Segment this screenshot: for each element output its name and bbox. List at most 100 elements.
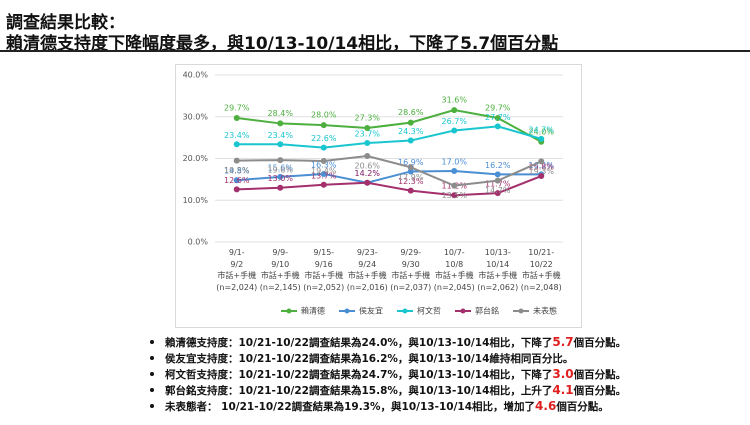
bullet-highlight: 3.0 bbox=[552, 367, 574, 381]
legend-marker bbox=[286, 308, 292, 314]
data-point bbox=[451, 107, 458, 114]
bullet-dot bbox=[150, 340, 154, 344]
data-point bbox=[320, 158, 327, 165]
data-point bbox=[407, 119, 414, 126]
legend-marker bbox=[402, 308, 408, 314]
data-label: 19.5% bbox=[224, 166, 250, 175]
bullet-highlight: 4.6 bbox=[535, 399, 557, 413]
x-tick-label: 9/9- 9/10 市話+手機 (n=2,145) bbox=[259, 248, 301, 292]
data-label: 28.6% bbox=[398, 108, 424, 117]
bullet-tail: 個百分點。 bbox=[556, 401, 609, 413]
y-tick-label: 10.0% bbox=[183, 196, 209, 205]
data-label: 29.7% bbox=[485, 104, 511, 113]
data-label: 24.7% bbox=[529, 125, 555, 134]
data-label: 24.3% bbox=[398, 127, 424, 136]
data-label: 17.0% bbox=[442, 158, 468, 167]
data-point bbox=[233, 141, 240, 148]
data-label: 23.7% bbox=[355, 130, 381, 139]
bullet-dot bbox=[150, 388, 154, 392]
bullet-tail: 個百分點。 bbox=[573, 369, 627, 381]
bullet-item: 侯友宜支持度：10/21-10/22調查結果為16.2%，與10/13-10/1… bbox=[150, 351, 573, 366]
bullet-tail: 個百分點。 bbox=[573, 337, 627, 349]
x-tick-label: 9/1- 9/2 市話+手機 (n=2,024) bbox=[216, 248, 258, 292]
bullet-dot bbox=[150, 404, 154, 408]
data-point bbox=[407, 164, 414, 171]
data-label: 14.2% bbox=[355, 169, 381, 178]
y-tick-label: 0.0% bbox=[188, 238, 209, 247]
legend-label: 柯文哲 bbox=[417, 306, 441, 316]
x-tick-label: 9/15- 9/16 市話+手機 (n=2,052) bbox=[303, 248, 345, 292]
bullet-item: 賴清德支持度：10/21-10/22調查結果為24.0%，與10/13-10/1… bbox=[150, 335, 626, 350]
data-point bbox=[233, 115, 240, 122]
data-label: 19.6% bbox=[268, 166, 294, 175]
data-label: 27.7% bbox=[485, 113, 511, 122]
x-tick-label: 10/7- 10/8 市話+手機 (n=2,045) bbox=[433, 248, 475, 292]
y-tick-label: 40.0% bbox=[183, 71, 209, 80]
bullet-item: 未表態者： 10/21-10/22調查結果為19.3%，與10/13-10/14… bbox=[150, 399, 609, 414]
data-point bbox=[233, 186, 240, 193]
series-line bbox=[236, 175, 542, 197]
data-point bbox=[364, 152, 371, 159]
data-point bbox=[320, 144, 327, 151]
chart-frame bbox=[175, 64, 582, 328]
series-line bbox=[236, 170, 542, 184]
data-point bbox=[277, 184, 284, 191]
bullet-dot bbox=[150, 372, 154, 376]
data-label: 16.2% bbox=[529, 161, 555, 170]
data-point bbox=[277, 173, 284, 180]
data-label: 22.6% bbox=[311, 134, 337, 143]
data-point bbox=[233, 177, 240, 184]
data-point bbox=[538, 173, 545, 180]
data-label: 27.3% bbox=[355, 114, 381, 123]
bullet-item: 柯文哲支持度：10/21-10/22調查結果為24.7%，與10/13-10/1… bbox=[150, 367, 626, 382]
bullet-text: 侯友宜支持度：10/21-10/22調查結果為16.2%，與10/13-10/1… bbox=[165, 353, 574, 365]
data-label: 14.7% bbox=[485, 186, 511, 195]
legend-label: 侯友宜 bbox=[359, 306, 383, 316]
legend-label: 郭台銘 bbox=[475, 306, 499, 316]
data-point bbox=[494, 171, 501, 178]
data-label: 17.9% bbox=[398, 173, 424, 182]
slide-subtitle: 賴清德支持度下降幅度最多，與10/13-10/14相比，下降了5.7個百分點 bbox=[6, 34, 559, 54]
data-point bbox=[451, 127, 458, 134]
data-label: 13.5% bbox=[442, 191, 468, 200]
data-label: 20.6% bbox=[355, 161, 381, 170]
data-label: 23.4% bbox=[268, 131, 294, 140]
data-point bbox=[538, 135, 545, 142]
data-label: 13.7% bbox=[311, 171, 337, 180]
bullet-text: 郭台銘支持度：10/21-10/22調查結果為15.8%，與10/13-10/1… bbox=[165, 385, 553, 397]
data-label: 29.7% bbox=[224, 104, 250, 113]
title-rule bbox=[0, 50, 750, 52]
data-label: 28.4% bbox=[268, 109, 294, 118]
data-point bbox=[320, 170, 327, 177]
data-label: 13.0% bbox=[268, 174, 294, 183]
data-label: 12.6% bbox=[224, 176, 250, 185]
data-label: 15.8% bbox=[529, 163, 555, 172]
legend-marker bbox=[518, 308, 524, 314]
data-label: 26.7% bbox=[442, 117, 468, 126]
data-point bbox=[320, 181, 327, 188]
bullet-text: 未表態者： 10/21-10/22調查結果為19.3%，與10/13-10/14… bbox=[165, 401, 536, 413]
series-line bbox=[236, 125, 542, 149]
bullet-text: 賴清德支持度：10/21-10/22調查結果為24.0%，與10/13-10/1… bbox=[165, 337, 553, 349]
x-tick-label: 10/13- 10/14 市話+手機 (n=2,062) bbox=[477, 248, 519, 292]
data-point bbox=[451, 192, 458, 199]
data-point bbox=[364, 125, 371, 132]
data-point bbox=[407, 168, 414, 175]
data-point bbox=[494, 115, 501, 122]
data-point bbox=[277, 120, 284, 127]
data-label: 15.6% bbox=[268, 163, 294, 172]
data-label: 12.3% bbox=[398, 177, 424, 186]
data-point bbox=[494, 177, 501, 184]
data-point bbox=[233, 157, 240, 164]
data-label: 24.0% bbox=[529, 127, 555, 136]
legend-marker bbox=[460, 308, 466, 314]
y-tick-label: 20.0% bbox=[183, 154, 209, 163]
bullet-tail: 個百分點。 bbox=[573, 385, 627, 397]
data-point bbox=[538, 158, 545, 165]
legend-marker bbox=[344, 308, 350, 314]
data-point bbox=[364, 179, 371, 186]
data-label: 16.3% bbox=[311, 160, 337, 169]
legend-label: 賴清德 bbox=[301, 306, 325, 316]
